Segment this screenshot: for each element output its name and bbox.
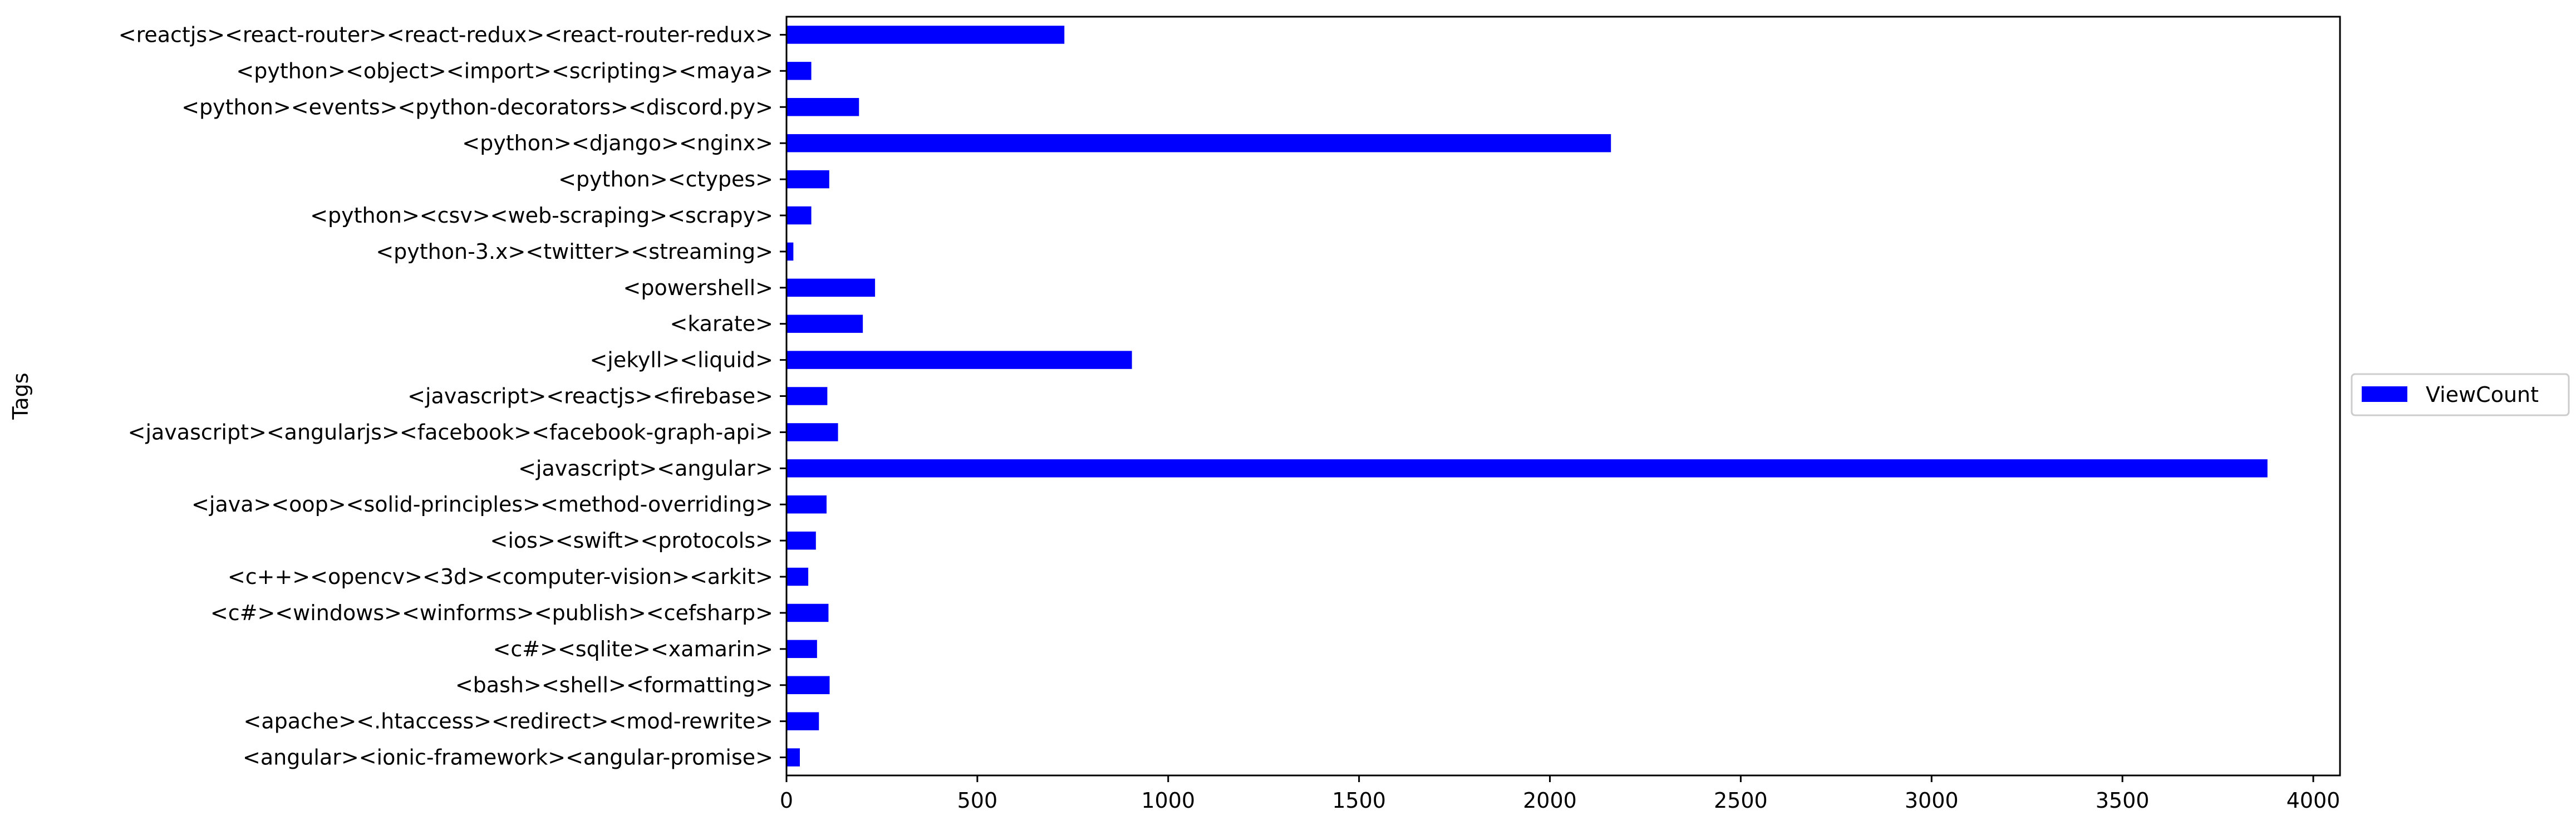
y-tick-label: <angular><ionic-framework><angular-promi… — [243, 745, 773, 770]
y-tick-label: <c#><sqlite><xamarin> — [493, 637, 773, 661]
x-ticks-group: 0 500 1000 1500 2000 2500 3000 3500 4000 — [780, 775, 2340, 813]
x-tick-label: 3000 — [1905, 788, 1959, 813]
bar — [786, 206, 812, 225]
y-tick-label: <javascript><angularjs><facebook><facebo… — [128, 420, 773, 444]
bar — [786, 98, 859, 116]
bar — [786, 495, 827, 514]
x-tick-label: 4000 — [2287, 788, 2341, 813]
x-tick-label: 1000 — [1141, 788, 1195, 813]
bar — [786, 62, 812, 80]
x-tick-label: 1500 — [1332, 788, 1386, 813]
bar — [786, 712, 819, 730]
y-tick-label: <python-3.x><twitter><streaming> — [376, 239, 773, 264]
y-tick-label: <python><events><python-decorators><disc… — [181, 95, 773, 119]
y-tick-label: <python><ctypes> — [558, 167, 773, 191]
y-tick-label: <karate> — [670, 312, 774, 336]
x-tick-label: 500 — [957, 788, 998, 813]
bar — [786, 315, 863, 333]
y-tick-label: <c#><windows><winforms><publish><cefshar… — [210, 601, 773, 625]
x-tick-label: 2000 — [1523, 788, 1577, 813]
y-tick-label: <javascript><reactjs><firebase> — [407, 384, 773, 409]
y-tick-label: <apache><.htaccess><redirect><mod-rewrit… — [244, 709, 773, 734]
bar — [786, 26, 1065, 44]
bar — [786, 603, 829, 622]
bar — [786, 278, 876, 297]
legend-label: ViewCount — [2426, 382, 2539, 407]
bar — [786, 640, 817, 659]
bar — [786, 567, 809, 586]
bar — [786, 387, 828, 405]
bar — [786, 134, 1611, 153]
legend-box — [2351, 373, 2570, 416]
y-axis-label: Tags — [8, 372, 33, 420]
bar — [786, 531, 816, 550]
y-tick-label: <javascript><angular> — [518, 456, 773, 480]
bar — [786, 423, 838, 441]
bar — [786, 170, 829, 189]
x-tick-label: 2500 — [1714, 788, 1768, 813]
y-tick-label: <bash><shell><formatting> — [455, 673, 773, 698]
bars-group — [786, 26, 2268, 767]
y-tick-label: <reactjs><react-router><react-redux><rea… — [119, 22, 773, 47]
y-tick-label: <jekyll><liquid> — [589, 348, 773, 372]
bar — [786, 242, 794, 261]
y-tick-label: <python><object><import><scripting><maya… — [236, 58, 773, 83]
legend-swatch — [2362, 386, 2407, 402]
legend: ViewCount — [2351, 373, 2570, 416]
x-tick-label: 3500 — [2096, 788, 2150, 813]
x-tick-label: 0 — [780, 788, 793, 813]
y-tick-label: <python><django><nginx> — [462, 131, 773, 155]
y-tick-label: <c++><opencv><3d><computer-vision><arkit… — [228, 564, 773, 589]
plot-frame — [785, 16, 2341, 777]
bar — [786, 351, 1132, 369]
bar — [786, 459, 2268, 478]
bar — [786, 748, 800, 767]
y-tick-label: <ios><swift><protocols> — [490, 528, 774, 553]
y-tick-label: <powershell> — [623, 276, 773, 300]
y-tick-label: <java><oop><solid-principles><method-ove… — [191, 492, 773, 517]
y-tick-label: <python><csv><web-scraping><scrapy> — [310, 203, 773, 228]
y-ticks-group: <angular><ionic-framework><angular-promi… — [119, 22, 786, 770]
bar — [786, 676, 830, 694]
